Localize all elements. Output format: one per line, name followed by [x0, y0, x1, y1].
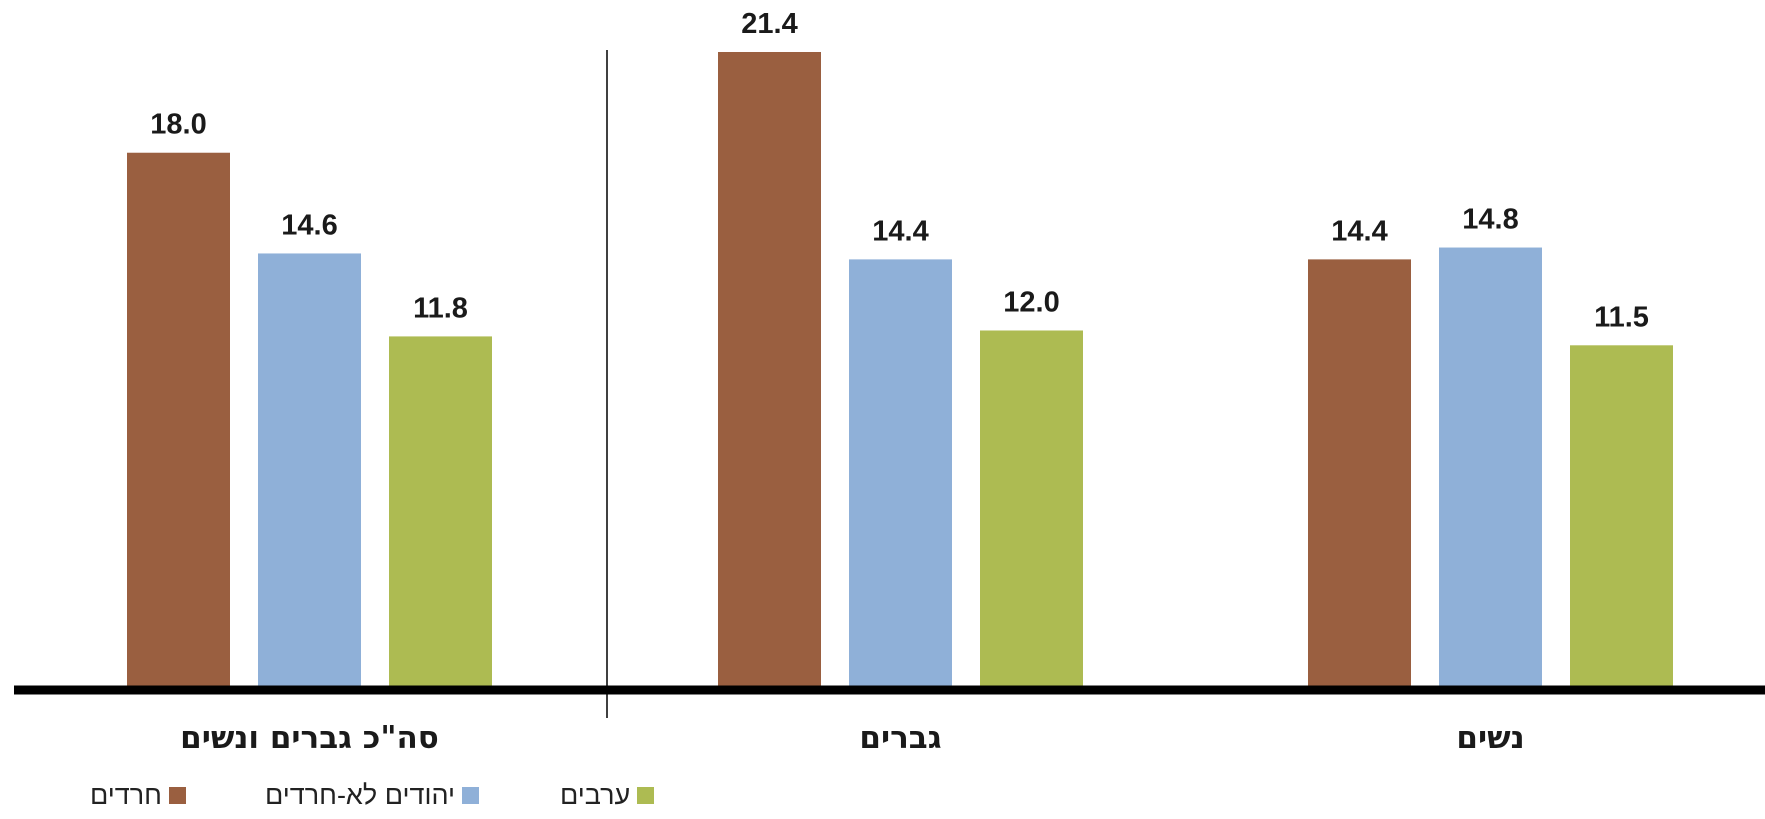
bar-g1-s1	[849, 259, 952, 686]
value-label-g0-s0: 18.0	[150, 109, 206, 141]
legend-item-arabs: ערבים	[560, 780, 655, 811]
legend-label-non-haredi-jews: יהודים לא-חרדים	[265, 780, 456, 810]
bars-layer	[127, 52, 1673, 686]
bar-g2-s1	[1439, 247, 1542, 686]
category-label-2: נשים	[1456, 720, 1524, 756]
bar-g2-s2	[1570, 345, 1673, 686]
bar-g1-s2	[980, 330, 1083, 686]
bar-g0-s2	[389, 336, 492, 686]
value-label-g1-s1: 14.4	[872, 215, 928, 247]
legend: חרדים יהודים לא-חרדים ערבים	[0, 780, 700, 816]
legend-item-non-haredi-jews: יהודים לא-חרדים	[265, 780, 480, 811]
legend-label-arabs: ערבים	[560, 780, 631, 810]
bar-g1-s0	[718, 52, 821, 686]
bar-g2-s0	[1308, 259, 1411, 686]
value-label-g2-s0: 14.4	[1331, 215, 1387, 247]
legend-swatch-arabs	[637, 787, 655, 804]
value-label-g0-s2: 11.8	[413, 292, 468, 324]
value-label-g2-s1: 14.8	[1462, 204, 1518, 236]
bar-g0-s1	[258, 253, 361, 686]
value-label-g0-s1: 14.6	[281, 209, 337, 241]
category-labels-layer: סה"כ גברים ונשים גברים נשים	[180, 720, 1524, 756]
category-label-0: סה"כ גברים ונשים	[180, 720, 439, 756]
legend-swatch-non-haredi-jews	[462, 787, 480, 804]
bar-g0-s0	[127, 152, 230, 686]
legend-item-haredim: חרדים	[90, 780, 186, 811]
legend-swatch-haredim	[168, 787, 186, 804]
value-label-g1-s2: 12.0	[1003, 286, 1059, 318]
category-label-1: גברים	[859, 720, 941, 756]
value-labels-layer: 18.0 14.6 11.8 21.4 14.4 12.0 14.4 14.8 11.5	[150, 8, 1649, 333]
value-label-g2-s2: 11.5	[1594, 301, 1649, 333]
legend-label-haredim: חרדים	[90, 780, 162, 810]
value-label-g1-s0: 21.4	[741, 8, 797, 40]
